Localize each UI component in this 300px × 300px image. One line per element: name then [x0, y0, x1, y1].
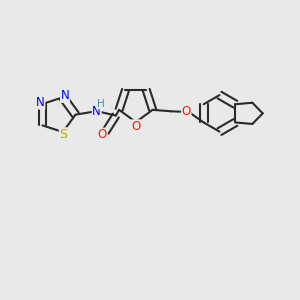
Text: N: N: [61, 89, 69, 102]
Text: N: N: [92, 105, 101, 118]
Text: N: N: [36, 96, 45, 109]
Text: H: H: [97, 99, 104, 109]
Text: S: S: [59, 128, 68, 141]
Text: O: O: [98, 128, 106, 141]
Text: O: O: [182, 105, 191, 119]
Text: O: O: [131, 120, 140, 133]
